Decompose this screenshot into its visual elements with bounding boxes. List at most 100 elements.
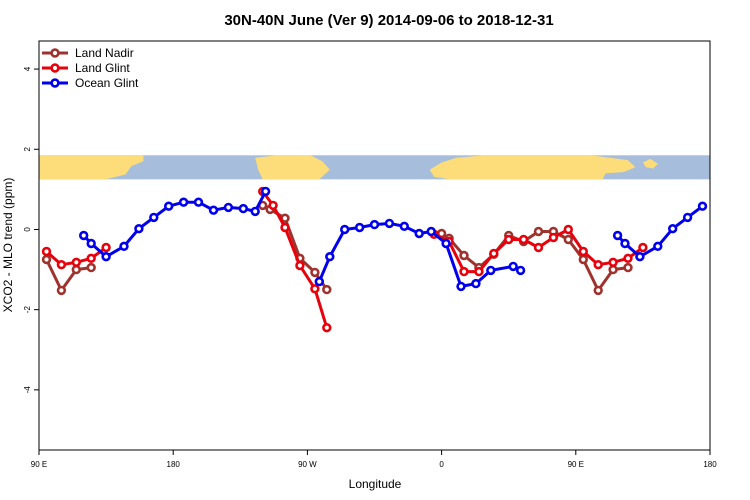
land-glint-point (310, 284, 320, 294)
land-glint-point (489, 248, 499, 259)
land-glint-point (504, 234, 514, 245)
x-tick-label: 90 E (31, 460, 47, 469)
ocean-glint-point (134, 224, 144, 234)
x-tick-label: 90 W (298, 460, 317, 469)
land-nadir-point (593, 285, 603, 296)
x-axis-label: Longitude (349, 477, 402, 491)
legend-label: Ocean Glint (75, 76, 139, 90)
land-nadir-point (459, 250, 469, 261)
y-tick-label: -4 (23, 386, 32, 394)
land-nadir-point (322, 284, 332, 295)
land-nadir-point (578, 254, 588, 265)
ocean-glint-point (340, 224, 350, 235)
ocean-glint-point (667, 224, 678, 234)
legend-swatch-point (50, 78, 60, 88)
ocean-glint-line-1 (82, 190, 267, 259)
legend-swatch-point (50, 63, 60, 73)
ocean-glint-point (238, 203, 249, 214)
land-nadir-point (310, 267, 320, 278)
land-nadir-point (56, 285, 67, 296)
land-nadir-line-1 (45, 258, 92, 292)
ocean-glint-point (612, 230, 623, 241)
ocean-glint-point (260, 186, 271, 197)
ocean-glint-point (682, 212, 693, 223)
ocean-glint-point (620, 238, 630, 249)
legend-item-ocean-glint: Ocean Glint (42, 76, 139, 90)
land-glint-point (56, 260, 67, 270)
ocean-glint-point (101, 252, 111, 262)
land-glint-point (459, 266, 469, 277)
land-mass-3 (429, 155, 636, 180)
ocean-glint-point (399, 221, 409, 232)
land-nadir-point (533, 226, 544, 237)
ocean-glint-point (164, 201, 174, 211)
legend-label: Land Nadir (75, 46, 134, 60)
series-layer (41, 186, 708, 333)
ocean-glint-point (354, 222, 365, 233)
ocean-glint-point (414, 228, 424, 239)
ocean-glint-point (325, 252, 335, 262)
land-glint-point (593, 260, 603, 270)
land-glint-point (268, 200, 278, 211)
x-tick-label: 180 (703, 460, 717, 469)
ocean-glint-point (456, 281, 466, 292)
y-tick-label: 2 (23, 146, 32, 151)
land-nadir-line-2 (261, 204, 329, 291)
ocean-glint-point (314, 276, 324, 287)
ocean-glint-point (426, 226, 436, 237)
ocean-glint-point (149, 212, 159, 223)
ocean-glint-point (515, 265, 526, 276)
map-band (39, 155, 710, 180)
ocean-glint-point (178, 197, 189, 207)
chart-title: 30N-40N June (Ver 9) 2014-09-06 to 2018-… (224, 12, 553, 29)
land-nadir-point (608, 264, 618, 275)
land-mass-4 (642, 158, 658, 169)
land-glint-point (280, 222, 290, 233)
land-nadir-point (623, 262, 633, 273)
ocean-glint-point (697, 201, 708, 211)
land-glint-point (563, 224, 573, 235)
map-band-land (39, 155, 658, 180)
land-mass-2 (255, 155, 330, 180)
land-glint-point (295, 260, 305, 271)
x-tick-label: 0 (439, 460, 444, 469)
ocean-glint-point (119, 241, 129, 252)
legend-label: Land Glint (75, 61, 130, 75)
ocean-glint-point (471, 278, 481, 289)
land-glint-point (86, 253, 96, 263)
land-glint-point (518, 234, 529, 245)
ocean-glint-point (86, 238, 96, 249)
ocean-glint-point (384, 218, 395, 229)
ocean-glint-point (653, 241, 663, 252)
ocean-glint-point (635, 252, 645, 262)
ocean-glint-point (441, 238, 451, 249)
ocean-glint-point (508, 261, 518, 272)
land-glint-point (548, 232, 559, 243)
y-tick-label: 4 (23, 66, 32, 71)
land-nadir-point (86, 262, 96, 273)
ocean-glint-point (208, 205, 219, 215)
land-glint-point (578, 246, 588, 257)
land-nadir-point (563, 234, 573, 245)
series-land-nadir (41, 200, 633, 296)
y-tick-label: -2 (23, 306, 32, 314)
x-axis: 90 E 180 90 W 0 90 E 180 (31, 450, 717, 469)
ocean-glint-point (193, 197, 204, 207)
ocean-glint-point (250, 206, 260, 217)
land-glint-point (623, 253, 633, 263)
land-glint-point (101, 242, 111, 253)
plot-frame (38, 40, 711, 451)
land-glint-point (41, 246, 52, 257)
land-glint-point (322, 323, 332, 333)
ocean-glint-point (223, 202, 234, 213)
land-glint-point (638, 242, 648, 253)
land-glint-point (533, 242, 544, 253)
series-land-glint (41, 186, 648, 333)
land-nadir-point (71, 264, 82, 275)
legend-item-land-nadir: Land Nadir (42, 46, 134, 60)
x-tick-label: 180 (167, 460, 181, 469)
legend-item-land-glint: Land Glint (42, 61, 130, 75)
legend-swatch-point (50, 48, 60, 58)
x-tick-label: 90 E (568, 460, 584, 469)
